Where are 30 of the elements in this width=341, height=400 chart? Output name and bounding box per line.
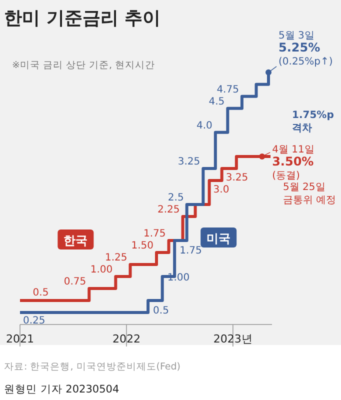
text: 원형민 기자 20230504 xyxy=(4,384,120,396)
chart-subtitle: ※미국 금리 상단 기준, 현지시간 xyxy=(12,60,156,71)
annotation: 4월 11일 3.50% (동결) xyxy=(272,144,314,182)
annotation: 5월 3일 5.25% (0.25%p↑) xyxy=(278,30,333,68)
data-label: 1.75 xyxy=(180,245,202,256)
text: 5월 25일 금통위 예정 xyxy=(283,182,336,206)
x-tick-label: 2021 xyxy=(6,332,34,346)
data-label: 1.00 xyxy=(90,264,113,276)
data-label: 1.25 xyxy=(104,252,128,264)
series-label: 미국 xyxy=(206,231,231,246)
data-label: 2.5 xyxy=(168,192,184,204)
data-label: 0.5 xyxy=(32,287,49,298)
data-label: 4.5 xyxy=(208,96,225,108)
data-label: 2.25 xyxy=(157,204,180,216)
x-tick-label: 2023년 xyxy=(213,332,252,346)
text: 자료: 한국은행, 미국연방준비제도(Fed) xyxy=(4,362,180,372)
data-label: 3.25 xyxy=(178,156,200,168)
data-label: 4.75 xyxy=(216,84,239,96)
data-label: 3.25 xyxy=(226,172,248,184)
data-label: 1.50 xyxy=(131,240,154,252)
data-label: 0.5 xyxy=(153,305,169,316)
chart-title: 한미 기준금리 추이 xyxy=(4,8,161,29)
x-tick-label: 2022 xyxy=(112,332,140,346)
data-label: 0.75 xyxy=(64,276,86,288)
data-label: 0.25 xyxy=(23,315,46,326)
text: 한국 xyxy=(64,233,88,248)
data-label: 4.0 xyxy=(196,120,212,132)
data-label: 3.0 xyxy=(213,184,230,196)
data-label: 1.75 xyxy=(143,228,166,240)
text: 1.75%p 격차 xyxy=(292,110,334,134)
